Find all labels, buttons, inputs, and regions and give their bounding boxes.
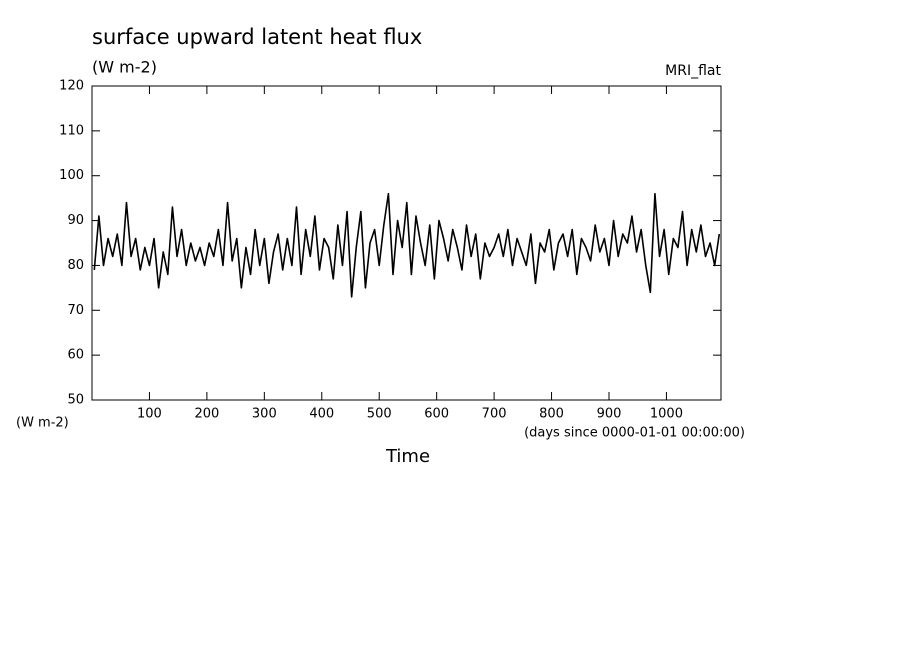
x-tick-label: 800 (539, 407, 564, 422)
chart-subtitle: (W m-2) (92, 58, 157, 77)
y-tick-label: 90 (67, 213, 84, 228)
x-tick-label: 100 (137, 407, 162, 422)
y-tick-label: 120 (59, 79, 84, 94)
dataset-label: MRI_flat (665, 63, 721, 79)
x-axis-unit: (days since 0000-01-01 00:00:00) (524, 426, 745, 441)
x-tick-label: 400 (309, 407, 334, 422)
y-tick-label: 110 (59, 123, 84, 138)
x-tick-label: 600 (424, 407, 449, 422)
x-axis-label: Time (385, 446, 430, 467)
x-tick-label: 300 (252, 407, 277, 422)
y-tick-label: 100 (59, 168, 84, 183)
x-tick-label: 500 (367, 407, 392, 422)
y-tick-label: 80 (67, 258, 84, 273)
y-axis-unit: (W m-2) (16, 416, 69, 431)
y-tick-label: 70 (67, 303, 84, 318)
chart-title: surface upward latent heat flux (92, 25, 422, 49)
plot-frame (91, 85, 722, 401)
x-tick-label: 200 (194, 407, 219, 422)
x-tick-label: 700 (482, 407, 507, 422)
y-tick-label: 60 (67, 348, 84, 363)
x-tick-label: 900 (597, 407, 622, 422)
data-line (93, 192, 721, 298)
y-tick-label: 50 (67, 393, 84, 408)
x-tick-label: 1000 (650, 407, 683, 422)
